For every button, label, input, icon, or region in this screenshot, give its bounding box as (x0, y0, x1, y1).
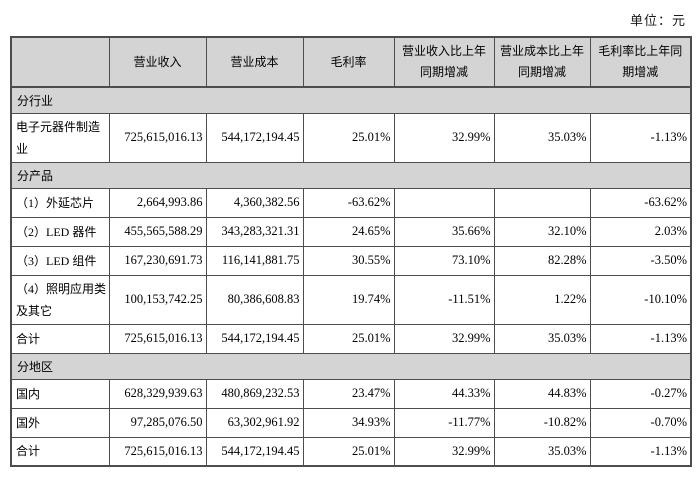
value-cell: -1.13% (589, 323, 692, 354)
value-cell: 167,230,691.73 (108, 245, 207, 276)
value-cell: 23.47% (302, 378, 395, 409)
value-cell: -1.13% (589, 112, 692, 163)
column-header: 毛利率 (302, 36, 395, 88)
row-label: （4）照明应用类及其它 (10, 274, 110, 325)
table-row: （3）LED 组件 167,230,691.73 116,141,881.75 30.… (10, 245, 692, 276)
value-cell: -11.51% (393, 274, 495, 325)
row-label: （1）外延芯片 (10, 187, 110, 218)
value-cell: 32.99% (393, 112, 495, 163)
value-cell: -1.13% (589, 436, 692, 467)
table-row: 合计 725,615,016.13 544,172,194.45 25.01% 32.9… (10, 436, 692, 467)
value-cell: 19.74% (302, 274, 395, 325)
table-row: 国内 628,329,939.63 480,869,232.53 23.47% 44.3… (10, 378, 692, 409)
section-label: 分产品 (10, 161, 692, 189)
value-cell: 35.03% (493, 436, 591, 467)
row-label: （3）LED 组件 (10, 245, 110, 276)
value-cell: 544,172,194.45 (205, 436, 304, 467)
row-label: 电子元器件制造业 (10, 112, 110, 163)
value-cell: 455,565,588.29 (108, 216, 207, 247)
unit-label: 单位：元 (629, 13, 686, 28)
value-cell: 2.03% (589, 216, 692, 247)
column-header: 营业收入比上年同期增减 (393, 36, 495, 88)
value-cell: 44.33% (393, 378, 495, 409)
value-cell: 725,615,016.13 (108, 112, 207, 163)
report-page: 单位：元 营业收入 营业成本 毛利率 营业收入比上年同期增减 营业成本比上年同期增减 毛利… (10, 13, 692, 467)
table-row: 电子元器件制造业 725,615,016.13 544,172,194.45 25.0… (10, 112, 692, 163)
value-cell: 116,141,881.75 (205, 245, 304, 276)
value-cell: 32.10% (493, 216, 591, 247)
value-cell: -11.77% (393, 407, 495, 438)
value-cell: -63.62% (302, 187, 395, 218)
value-cell: 628,329,939.63 (108, 378, 207, 409)
financial-table: 营业收入 营业成本 毛利率 营业收入比上年同期增减 营业成本比上年同期增减 毛利率比上年同… (10, 36, 692, 467)
section-label: 分行业 (10, 86, 692, 114)
value-cell: 725,615,016.13 (108, 323, 207, 354)
row-label: 合计 (10, 436, 110, 467)
row-label: 国外 (10, 407, 110, 438)
column-header: 营业收入 (108, 36, 207, 88)
value-cell: 480,869,232.53 (205, 378, 304, 409)
section-row: 分产品 (10, 161, 692, 189)
row-label: 合计 (10, 323, 110, 354)
table-row: 国外 97,285,076.50 63,302,961.92 34.93% -11.77… (10, 407, 692, 438)
value-cell: 24.65% (302, 216, 395, 247)
value-cell: 100,153,742.25 (108, 274, 207, 325)
section-row: 分地区 (10, 352, 692, 380)
value-cell: 725,615,016.13 (108, 436, 207, 467)
row-label: （2）LED 器件 (10, 216, 110, 247)
value-cell: 44.83% (493, 378, 591, 409)
value-cell: -0.70% (589, 407, 692, 438)
table-body: 分行业 电子元器件制造业 725,615,016.13 544,172,194.45 2… (10, 86, 692, 467)
value-cell: 343,283,321.31 (205, 216, 304, 247)
value-cell: 80,386,608.83 (205, 274, 304, 325)
column-header: 毛利率比上年同期增减 (589, 36, 692, 88)
value-cell: 35.66% (393, 216, 495, 247)
value-cell: 34.93% (302, 407, 395, 438)
section-label: 分地区 (10, 352, 692, 380)
table-row: （1）外延芯片 2,664,993.86 4,360,382.56 -63.62% -6… (10, 187, 692, 218)
value-cell: -63.62% (589, 187, 692, 218)
value-cell: 2,664,993.86 (108, 187, 207, 218)
value-cell: 63,302,961.92 (205, 407, 304, 438)
value-cell (393, 187, 495, 218)
value-cell: 4,360,382.56 (205, 187, 304, 218)
column-header: 营业成本比上年同期增减 (493, 36, 591, 88)
value-cell: 73.10% (393, 245, 495, 276)
value-cell: 25.01% (302, 323, 395, 354)
corner-header-cell (10, 36, 110, 88)
value-cell: 30.55% (302, 245, 395, 276)
value-cell: 1.22% (493, 274, 591, 325)
value-cell: -0.27% (589, 378, 692, 409)
value-cell: -3.50% (589, 245, 692, 276)
table-header: 营业收入 营业成本 毛利率 营业收入比上年同期增减 营业成本比上年同期增减 毛利率比上年同… (10, 36, 692, 88)
value-cell: -10.82% (493, 407, 591, 438)
table-row: 合计 725,615,016.13 544,172,194.45 25.01% 32.9… (10, 323, 692, 354)
value-cell: 35.03% (493, 323, 591, 354)
value-cell: 25.01% (302, 436, 395, 467)
value-cell: 544,172,194.45 (205, 112, 304, 163)
value-cell: -10.10% (589, 274, 692, 325)
value-cell: 97,285,076.50 (108, 407, 207, 438)
table-row: （2）LED 器件 455,565,588.29 343,283,321.31 24.… (10, 216, 692, 247)
column-header: 营业成本 (205, 36, 304, 88)
value-cell: 32.99% (393, 323, 495, 354)
value-cell: 25.01% (302, 112, 395, 163)
value-cell: 82.28% (493, 245, 591, 276)
value-cell: 544,172,194.45 (205, 323, 304, 354)
header-row: 营业收入 营业成本 毛利率 营业收入比上年同期增减 营业成本比上年同期增减 毛利率比上年同… (10, 36, 692, 88)
value-cell (493, 187, 591, 218)
section-row: 分行业 (10, 86, 692, 114)
value-cell: 32.99% (393, 436, 495, 467)
row-label: 国内 (10, 378, 110, 409)
table-row: （4）照明应用类及其它 100,153,742.25 80,386,608.83 19… (10, 274, 692, 325)
value-cell: 35.03% (493, 112, 591, 163)
